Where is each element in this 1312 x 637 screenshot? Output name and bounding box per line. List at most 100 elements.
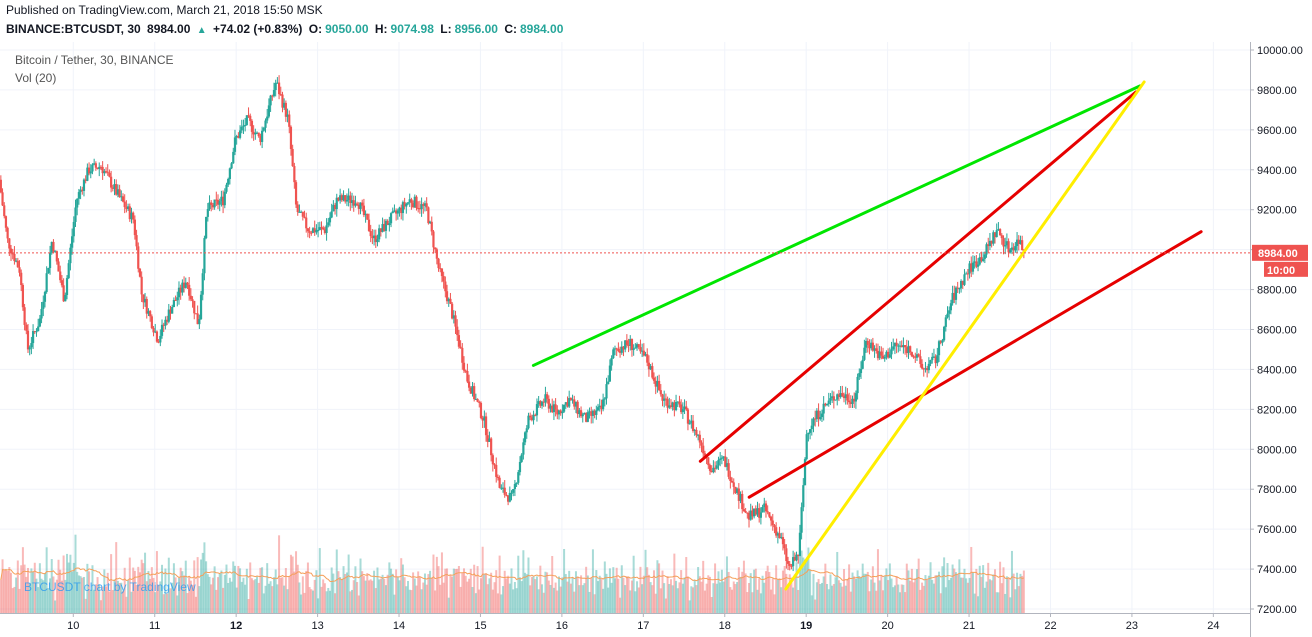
- candle-body: [54, 251, 57, 253]
- volume-bar: [505, 578, 508, 613]
- volume-bar: [312, 590, 315, 613]
- candle-body: [552, 404, 556, 413]
- candle-body: [384, 220, 388, 231]
- candle-body: [469, 387, 472, 394]
- volume-bar: [373, 570, 376, 613]
- candle-body: [500, 487, 503, 489]
- candle-body: [805, 434, 808, 460]
- candle-body: [466, 371, 469, 382]
- chart-pane[interactable]: [0, 42, 1250, 613]
- candle-body: [758, 508, 761, 518]
- candle-body: [807, 432, 810, 435]
- candle-body: [398, 207, 401, 211]
- volume-bar: [11, 588, 14, 613]
- candle-body: [186, 282, 189, 285]
- candle-body: [834, 399, 837, 401]
- volume-bar: [6, 570, 9, 613]
- volume-bar: [569, 583, 572, 613]
- up-triangle-icon: ▲: [196, 25, 207, 36]
- volume-bar: [43, 573, 46, 613]
- candle-body: [374, 235, 377, 243]
- candle-body: [152, 328, 155, 333]
- candle-body: [1015, 239, 1019, 246]
- volume-bar: [205, 561, 208, 613]
- volume-bar: [439, 584, 442, 613]
- candle-body: [1017, 239, 1020, 245]
- candle-body: [856, 376, 859, 394]
- price-chart[interactable]: 7200.00 7400.00 7600.00 7800.00 8000.00 8200.…: [0, 42, 1312, 637]
- candle-body: [671, 402, 674, 407]
- candle-body: [515, 482, 518, 485]
- candle-body: [405, 203, 408, 207]
- candle-body: [461, 347, 464, 363]
- volume-bar: [958, 559, 961, 613]
- volume-bar: [422, 582, 425, 613]
- published-line: Published on TradingView.com, March 21, …: [6, 3, 323, 17]
- candle-body: [1007, 241, 1010, 253]
- candle-body: [615, 348, 618, 350]
- candle-body: [769, 516, 773, 521]
- trend-line-red-lower: [747, 230, 1203, 499]
- volume-bar: [902, 584, 905, 613]
- volume-bar: [101, 586, 104, 613]
- volume-bar: [893, 585, 896, 613]
- chart-title: Bitcoin / Tether, 30, BINANCE: [15, 53, 174, 67]
- volume-bar: [45, 547, 48, 613]
- candle-body: [104, 171, 108, 173]
- candle-body: [298, 211, 301, 213]
- candle-body: [386, 220, 389, 226]
- last-price-tag: [1252, 244, 1308, 261]
- volume-bar: [121, 591, 124, 613]
- price-axis[interactable]: 7200.00 7400.00 7600.00 7800.00 8000.00 8200.…: [1250, 42, 1312, 637]
- volume-bar: [1022, 570, 1025, 613]
- candle-body: [644, 354, 647, 356]
- volume-bar: [283, 585, 286, 613]
- candle-body: [91, 164, 94, 172]
- candle-body: [481, 417, 484, 421]
- candle-body: [205, 216, 208, 239]
- volume-bar: [228, 577, 231, 613]
- candle-body: [523, 432, 527, 443]
- candle-body: [401, 202, 405, 214]
- candle-body: [700, 442, 703, 446]
- volume-bar: [994, 569, 997, 613]
- volume-bar: [578, 585, 581, 613]
- volume-bar: [841, 586, 844, 613]
- candle-body: [612, 349, 615, 359]
- candle-body: [712, 467, 715, 473]
- candle-body: [978, 257, 981, 265]
- time-axis[interactable]: 10 11 12 13 14 15 16 17 18 19 20 21 22 23 24: [0, 613, 1250, 637]
- candle-body: [403, 202, 406, 207]
- volume-bar: [658, 563, 661, 613]
- candle-body: [8, 238, 11, 249]
- volume-bar: [793, 574, 796, 613]
- volume-bar: [240, 581, 243, 613]
- volume-bar: [125, 596, 128, 613]
- volume-bar: [35, 578, 38, 613]
- volume-bar: [681, 583, 684, 613]
- volume-bar: [108, 591, 111, 613]
- candle-body: [333, 204, 337, 210]
- price-tick-label: 8000.00: [1257, 444, 1297, 456]
- candle-body: [859, 368, 863, 374]
- candle-body: [513, 484, 516, 490]
- candle-body: [954, 287, 958, 300]
- candle-body: [378, 228, 381, 240]
- candle-body: [676, 401, 679, 403]
- candle-body: [393, 210, 396, 212]
- candle-body: [593, 410, 596, 415]
- candle-body: [788, 563, 791, 566]
- candle-body: [220, 196, 223, 202]
- candle-body: [356, 203, 359, 205]
- price-tick-label: 7200.00: [1257, 604, 1297, 616]
- volume-bar: [804, 559, 807, 613]
- volume-bar: [938, 571, 941, 613]
- trend-lines[interactable]: [531, 80, 1203, 591]
- volume-bar: [856, 570, 859, 613]
- volume-bar: [715, 583, 718, 613]
- candle-body: [389, 213, 393, 224]
- volume-bar: [427, 574, 430, 613]
- volume-bar: [948, 580, 951, 613]
- volume-bar: [980, 576, 983, 613]
- volume-bar: [250, 578, 253, 613]
